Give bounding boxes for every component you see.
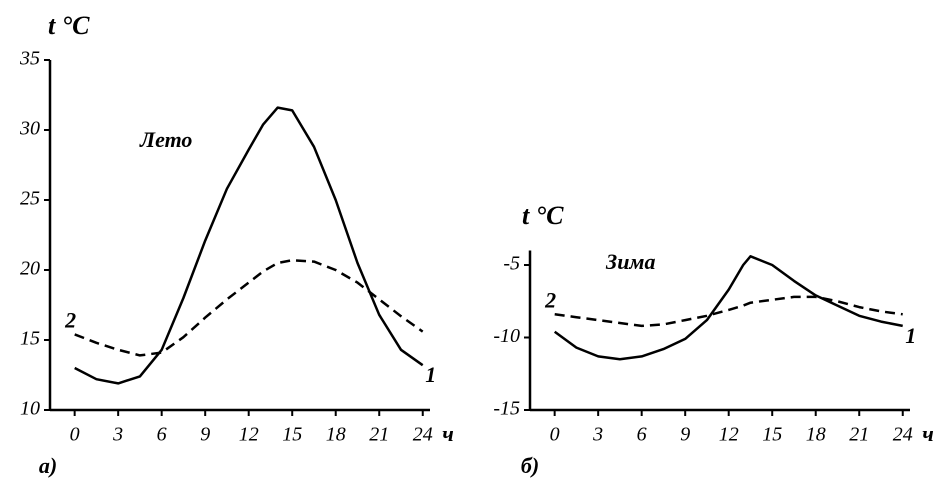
x-axis-label: ч bbox=[442, 421, 454, 446]
annotation: Зима bbox=[605, 249, 656, 274]
x-tick-label: 24 bbox=[413, 424, 433, 446]
series-label: 1 bbox=[425, 362, 436, 387]
panel-label: а) bbox=[39, 453, 57, 478]
y-axis-label: t °C bbox=[48, 11, 90, 40]
y-tick-label: 20 bbox=[20, 258, 40, 280]
x-tick-label: 24 bbox=[893, 424, 913, 446]
x-tick-label: 6 bbox=[637, 424, 647, 446]
y-axis-label: t °C bbox=[522, 201, 564, 230]
x-tick-label: 0 bbox=[550, 424, 560, 446]
line-series bbox=[554, 295, 903, 328]
x-tick-label: 18 bbox=[806, 424, 826, 446]
y-tick-label: 15 bbox=[20, 328, 40, 350]
y-tick-label: -15 bbox=[493, 398, 520, 420]
y-tick-label: -10 bbox=[493, 325, 520, 347]
y-tick-label: 25 bbox=[20, 188, 40, 210]
x-axis-label: ч bbox=[922, 421, 934, 446]
panel-label: б) bbox=[521, 453, 539, 478]
series-label: 2 bbox=[544, 287, 556, 312]
x-tick-label: 9 bbox=[200, 424, 210, 446]
y-tick-label: 35 bbox=[19, 48, 40, 70]
line-series bbox=[74, 106, 424, 385]
x-tick-label: 15 bbox=[282, 424, 302, 446]
x-tick-label: 18 bbox=[326, 424, 346, 446]
series-label: 1 bbox=[905, 323, 916, 348]
x-tick-label: 15 bbox=[762, 424, 782, 446]
line-series bbox=[74, 258, 424, 357]
annotation: Лето bbox=[139, 127, 192, 152]
y-tick-label: 30 bbox=[19, 118, 40, 140]
x-tick-label: 21 bbox=[369, 424, 389, 446]
x-tick-label: 9 bbox=[680, 424, 690, 446]
y-tick-label: 10 bbox=[20, 398, 40, 420]
x-tick-label: 12 bbox=[239, 424, 259, 446]
x-tick-label: 21 bbox=[849, 424, 869, 446]
y-tick-label: -5 bbox=[503, 253, 520, 275]
x-tick-label: 3 bbox=[112, 424, 123, 446]
x-tick-label: 12 bbox=[719, 424, 739, 446]
x-tick-label: 0 bbox=[70, 424, 80, 446]
x-tick-label: 6 bbox=[157, 424, 167, 446]
x-tick-label: 3 bbox=[592, 424, 603, 446]
line-series bbox=[553, 255, 903, 361]
series-label: 2 bbox=[64, 307, 76, 332]
